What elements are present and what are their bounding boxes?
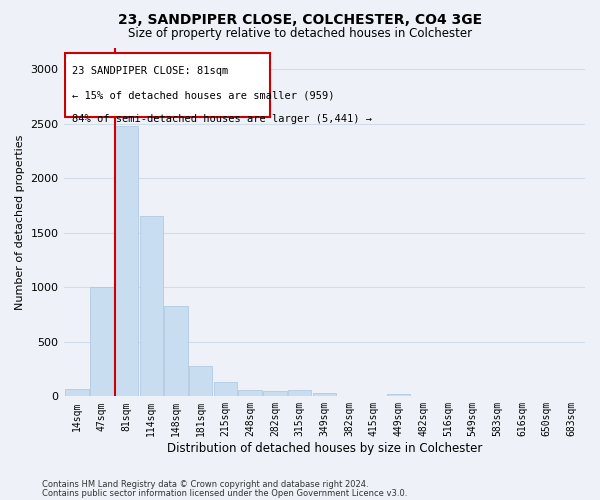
Bar <box>90 288 113 397</box>
X-axis label: Distribution of detached houses by size in Colchester: Distribution of detached houses by size … <box>167 442 482 455</box>
Bar <box>115 126 139 396</box>
Bar <box>263 392 287 396</box>
Bar <box>288 390 311 396</box>
Bar <box>140 216 163 396</box>
Text: Contains HM Land Registry data © Crown copyright and database right 2024.: Contains HM Land Registry data © Crown c… <box>42 480 368 489</box>
Bar <box>189 366 212 396</box>
FancyBboxPatch shape <box>65 53 270 118</box>
Bar <box>164 306 188 396</box>
Text: 23, SANDPIPER CLOSE, COLCHESTER, CO4 3GE: 23, SANDPIPER CLOSE, COLCHESTER, CO4 3GE <box>118 12 482 26</box>
Bar <box>214 382 237 396</box>
Bar <box>386 394 410 396</box>
Bar <box>65 388 89 396</box>
Y-axis label: Number of detached properties: Number of detached properties <box>15 134 25 310</box>
Text: 84% of semi-detached houses are larger (5,441) →: 84% of semi-detached houses are larger (… <box>72 114 372 124</box>
Text: ← 15% of detached houses are smaller (959): ← 15% of detached houses are smaller (95… <box>72 90 335 101</box>
Bar <box>238 390 262 396</box>
Text: Contains public sector information licensed under the Open Government Licence v3: Contains public sector information licen… <box>42 488 407 498</box>
Bar <box>313 393 336 396</box>
Text: 23 SANDPIPER CLOSE: 81sqm: 23 SANDPIPER CLOSE: 81sqm <box>72 66 229 76</box>
Text: Size of property relative to detached houses in Colchester: Size of property relative to detached ho… <box>128 28 472 40</box>
